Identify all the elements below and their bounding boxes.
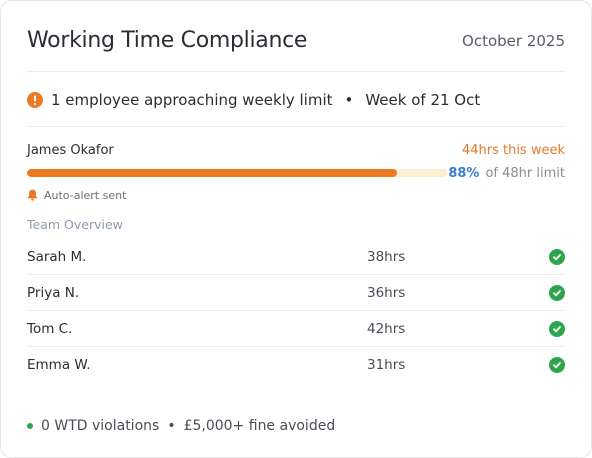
employee-name: James Okafor xyxy=(27,142,114,158)
fine-avoided: £5,000+ fine avoided xyxy=(183,418,336,434)
alert-week: Week of 21 Oct xyxy=(365,91,481,109)
alert-message: 1 employee approaching weekly limit xyxy=(51,91,333,109)
check-circle-icon xyxy=(549,284,565,301)
bell-icon xyxy=(27,189,38,201)
alert-status: Auto-alert sent xyxy=(44,188,127,202)
footer-spacer xyxy=(27,391,565,392)
team-member-name: Sarah M. xyxy=(27,248,87,265)
period-label: October 2025 xyxy=(462,32,565,50)
hours-progress-bar xyxy=(27,169,447,177)
table-row: Tom C. 42hrs xyxy=(27,311,565,347)
alert-separator: • xyxy=(344,91,354,109)
alert-banner: 1 employee approaching weekly limit • We… xyxy=(27,89,480,111)
progress-percent: 88% xyxy=(448,165,480,181)
team-member-name: Emma W. xyxy=(27,357,91,373)
limit-text: 88% of 48hr limit xyxy=(448,166,565,181)
violations-count: 0 WTD violations xyxy=(41,418,160,434)
check-circle-icon xyxy=(549,320,565,337)
employee-at-risk: James Okafor 44hrs this week 88% of 48hr … xyxy=(27,140,565,204)
table-row: Sarah M. 38hrs xyxy=(27,239,565,275)
team-list: Sarah M. 38hrs Priya N. 36hrs Tom C. 42h… xyxy=(27,239,565,383)
card-title: Working Time Compliance xyxy=(27,28,308,53)
table-row: Priya N. 36hrs xyxy=(27,275,565,311)
footer-summary: 0 WTD violations • £5,000+ fine avoided xyxy=(27,415,335,437)
team-member-name: Priya N. xyxy=(27,284,80,301)
team-member-hours: 36hrs xyxy=(367,284,406,301)
limit-label: of 48hr limit xyxy=(485,165,565,181)
check-circle-icon xyxy=(549,357,565,373)
team-member-hours: 42hrs xyxy=(367,320,406,337)
table-row: Emma W. 31hrs xyxy=(27,347,565,383)
team-member-hours: 31hrs xyxy=(367,357,406,373)
header-divider xyxy=(27,71,565,72)
team-member-hours: 38hrs xyxy=(367,248,406,265)
team-member-name: Tom C. xyxy=(27,320,73,337)
employee-hours: 44hrs this week xyxy=(461,142,565,158)
team-overview-label: Team Overview xyxy=(27,217,123,232)
warning-circle-icon xyxy=(27,92,43,108)
hours-progress-fill xyxy=(27,169,397,177)
alert-divider xyxy=(27,126,565,127)
check-circle-icon xyxy=(549,248,565,265)
footer-separator: • xyxy=(167,418,176,434)
status-dot xyxy=(27,423,33,429)
card-header: Working Time Compliance October 2025 xyxy=(27,23,565,71)
